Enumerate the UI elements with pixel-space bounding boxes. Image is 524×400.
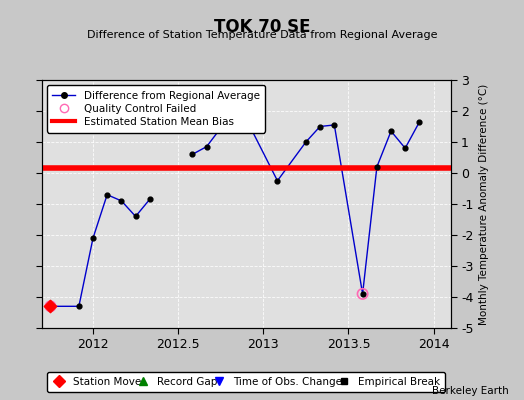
Point (316, 123, 324, 130)
Text: TOK 70 SE: TOK 70 SE (214, 18, 310, 36)
Point (273, 178, 281, 184)
Point (245, 122, 254, 128)
Point (330, 122, 339, 128)
Point (46, 303, 54, 310)
Point (117, 198, 126, 204)
Text: Difference of Station Temperature Data from Regional Average: Difference of Station Temperature Data f… (87, 30, 437, 40)
Point (231, 117, 239, 124)
Point (132, 213, 140, 220)
Point (46, 303, 54, 310)
Point (202, 144, 211, 150)
Legend: Station Move, Record Gap, Time of Obs. Change, Empirical Break: Station Move, Record Gap, Time of Obs. C… (47, 372, 445, 392)
Point (358, 291, 367, 297)
Text: Berkeley Earth: Berkeley Earth (432, 386, 508, 396)
Point (416, 119, 424, 125)
Point (89, 235, 97, 241)
Point (188, 151, 196, 158)
Point (387, 128, 395, 134)
Point (302, 139, 310, 145)
Point (103, 192, 111, 198)
Point (216, 125, 225, 131)
Point (358, 291, 367, 297)
Point (75, 303, 83, 310)
Y-axis label: Monthly Temperature Anomaly Difference (°C): Monthly Temperature Anomaly Difference (… (479, 83, 489, 325)
Point (46, 303, 54, 310)
Point (373, 164, 381, 170)
Point (401, 145, 409, 151)
Point (146, 196, 154, 202)
